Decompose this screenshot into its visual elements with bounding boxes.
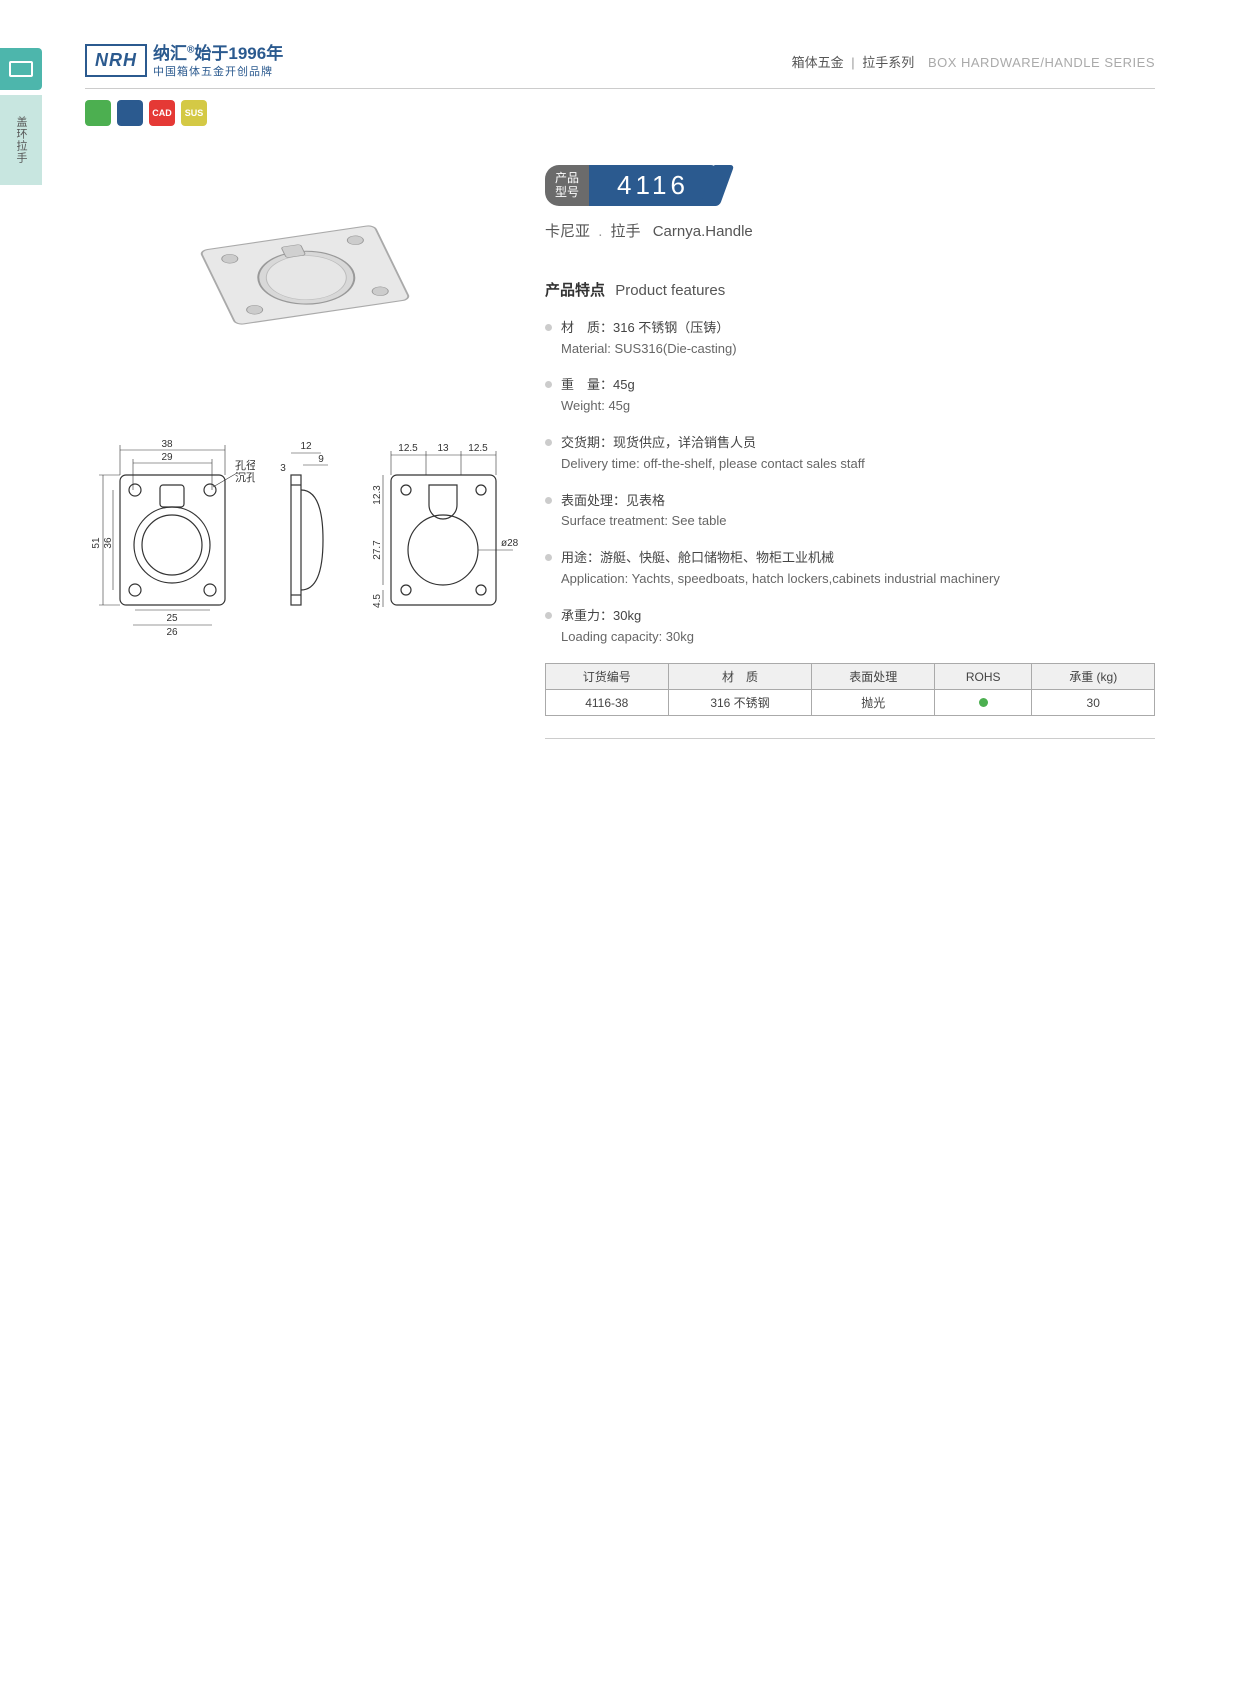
feature-item: 交货期：现货供应，详洽销售人员Delivery time: off-the-sh…: [545, 433, 1155, 475]
svg-text:38: 38: [161, 439, 173, 450]
svg-text:3: 3: [280, 463, 286, 474]
handle-icon: [9, 61, 33, 77]
svg-text:29: 29: [161, 452, 173, 463]
table-header-row: 订货编号 材 质 表面处理 ROHS 承重 (kg): [546, 664, 1155, 690]
drawing-back-view: 12.5 13 12.5 ø28 12.3 27.7 4.5: [371, 435, 521, 635]
technical-drawings: 38 29 51 36: [85, 435, 525, 635]
divider: [545, 738, 1155, 739]
svg-text:12.5: 12.5: [398, 443, 418, 454]
svg-text:12.5: 12.5: [468, 443, 488, 454]
td: 316 不锈钢: [668, 690, 812, 716]
brand-line2: 中国箱体五金开创品牌: [153, 65, 283, 79]
badge-sus: SUS: [181, 100, 207, 126]
section-title: 产品特点 Product features: [545, 279, 1155, 300]
model-label: 产品 型号: [545, 165, 589, 206]
left-column: 38 29 51 36: [85, 165, 525, 739]
model-badge: 产品 型号 4116: [545, 165, 1155, 206]
td: 4116-38: [546, 690, 669, 716]
main-content: 38 29 51 36: [85, 165, 1155, 739]
table-row: 4116-38 316 不锈钢 抛光 30: [546, 690, 1155, 716]
feature-list: 材 质：316 不锈钢（压铸）Material: SUS316(Die-cast…: [545, 318, 1155, 648]
logo-text: 纳汇®始于1996年 中国箱体五金开创品牌: [153, 43, 283, 79]
brand-line1: 纳汇®始于1996年: [153, 43, 283, 65]
product-name: 卡尼亚 . 拉手 Carnya.Handle: [545, 220, 1155, 241]
breadcrumb: 箱体五金 | 拉手系列 BOX HARDWARE/HANDLE SERIES: [792, 52, 1155, 71]
feature-item: 表面处理：见表格Surface treatment: See table: [545, 491, 1155, 533]
badge-2: [117, 100, 143, 126]
th: 材 质: [668, 664, 812, 690]
svg-text:26: 26: [166, 627, 178, 635]
page-header: NRH 纳汇®始于1996年 中国箱体五金开创品牌 箱体五金 | 拉手系列 BO…: [85, 40, 1155, 82]
feature-item: 材 质：316 不锈钢（压铸）Material: SUS316(Die-cast…: [545, 318, 1155, 360]
header-divider: [85, 88, 1155, 89]
svg-text:孔径 4*ø4.2: 孔径 4*ø4.2: [235, 459, 255, 472]
badge-cad: CAD: [149, 100, 175, 126]
logo-group: NRH 纳汇®始于1996年 中国箱体五金开创品牌: [85, 43, 283, 79]
svg-text:沉孔 4*ø8.2: 沉孔 4*ø8.2: [235, 471, 255, 484]
feature-item: 用途：游艇、快艇、舱口储物柜、物柜工业机械Application: Yachts…: [545, 548, 1155, 590]
svg-text:36: 36: [103, 537, 114, 549]
drawing-side-view: 12 3 9: [273, 435, 353, 635]
td: 抛光: [812, 690, 935, 716]
rohs-dot-icon: [979, 698, 988, 707]
svg-text:51: 51: [91, 537, 102, 549]
svg-text:25: 25: [166, 613, 178, 624]
badge-1: [85, 100, 111, 126]
side-label-cn: 盖环拉手: [13, 116, 29, 164]
model-number: 4116: [589, 165, 717, 206]
side-label: 盖环拉手: [0, 95, 42, 185]
th: 承重 (kg): [1032, 664, 1155, 690]
logo-mark: NRH: [85, 44, 147, 77]
drawing-front-view: 38 29 51 36: [85, 435, 255, 635]
svg-text:27.7: 27.7: [372, 540, 383, 560]
svg-text:13: 13: [437, 443, 449, 454]
svg-text:12: 12: [300, 441, 312, 452]
svg-text:4.5: 4.5: [372, 594, 383, 608]
feature-item: 重 量：45gWeight: 45g: [545, 375, 1155, 417]
svg-text:12.3: 12.3: [372, 485, 383, 505]
icon-badges: CAD SUS: [85, 100, 207, 126]
side-tab: [0, 48, 42, 90]
spec-table: 订货编号 材 质 表面处理 ROHS 承重 (kg) 4116-38 316 不…: [545, 663, 1155, 716]
th: ROHS: [935, 664, 1032, 690]
th: 订货编号: [546, 664, 669, 690]
svg-text:ø28: ø28: [501, 538, 519, 549]
svg-text:9: 9: [318, 454, 324, 465]
th: 表面处理: [812, 664, 935, 690]
feature-item: 承重力：30kgLoading capacity: 30kg: [545, 606, 1155, 648]
td-rohs: [935, 690, 1032, 716]
td: 30: [1032, 690, 1155, 716]
product-photo: [165, 165, 445, 385]
right-column: 产品 型号 4116 卡尼亚 . 拉手 Carnya.Handle 产品特点 P…: [525, 165, 1155, 739]
